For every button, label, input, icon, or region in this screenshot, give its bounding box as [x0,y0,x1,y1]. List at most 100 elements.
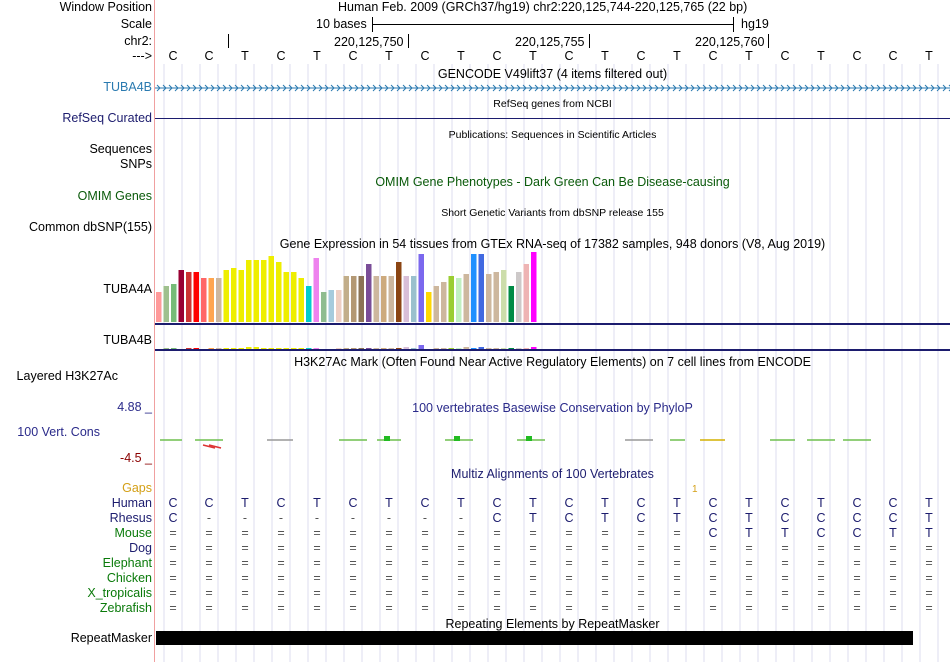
gtex-tissue-bar [253,260,259,322]
publications-label-sequences[interactable]: Sequences [89,142,152,156]
strand-chevron [624,84,629,92]
aligned-base: = [349,571,357,585]
gtex-tissue-bar [298,348,304,349]
strand-chevron [912,84,917,92]
cons-wiggle[interactable] [155,428,950,452]
gencode-track-title[interactable]: GENCODE V49lift37 (4 items filtered out) [437,67,668,81]
strand-chevron [450,84,455,92]
aligned-base: = [277,556,285,570]
aligned-base: = [601,526,609,540]
gtex-tuba4b-chart[interactable] [155,326,950,349]
aligned-base: T [925,511,933,525]
gtex-tissue-bar [261,348,267,349]
omim-track-title[interactable]: OMIM Gene Phenotypes - Dark Green Can Be… [375,175,730,189]
species-label[interactable]: X_tropicalis [87,586,152,600]
aligned-base: = [853,571,861,585]
aligned-base: = [457,586,465,600]
refseq-track-label[interactable]: RefSeq Curated [62,111,152,125]
aligned-base: C [852,526,862,540]
gtex-tissue-bar [441,348,447,349]
omim-track-label[interactable]: OMIM Genes [77,189,152,203]
strand-chevron [444,84,449,92]
aligned-base: T [925,496,933,510]
species-label[interactable]: Zebrafish [99,601,152,615]
strand-chevron [720,84,725,92]
species-label[interactable]: Dog [129,541,152,555]
refseq-gene-feature[interactable] [155,118,950,119]
h3k27ac-track-title[interactable]: H3K27Ac Mark (Often Found Near Active Re… [294,355,811,369]
aligned-base: = [673,571,681,585]
dbsnp-track-label[interactable]: Common dbSNP(155) [29,220,152,234]
reference-base: T [601,49,609,63]
coord-tick [589,34,590,48]
strand-chevron [240,84,245,92]
repeatmasker-element[interactable] [156,631,913,645]
aligned-base: = [709,571,717,585]
gtex-label-tuba4b[interactable]: TUBA4B [103,333,152,347]
gtex-tissue-bar [238,270,244,322]
species-label[interactable]: Chicken [106,571,152,585]
publications-track-title[interactable]: Publications: Sequences in Scientific Ar… [448,129,657,141]
reference-base: C [420,49,430,63]
aligned-base: T [529,496,537,510]
aligned-base: C [888,511,898,525]
species-label[interactable]: Elephant [102,556,152,570]
gtex-tissue-bar [418,254,424,322]
aligned-base: = [565,526,573,540]
gtex-tissue-bar [328,290,334,322]
repeatmasker-track-title[interactable]: Repeating Elements by RepeatMasker [445,617,660,631]
reference-base: T [673,49,681,63]
gtex-tissue-bar [321,292,327,322]
multiz-track-title[interactable]: Multiz Alignments of 100 Vertebrates [451,467,654,481]
repeatmasker-track-label[interactable]: RepeatMasker [70,631,152,645]
aligned-base: = [529,556,537,570]
reference-base: T [241,49,249,63]
gtex-tissue-bar [276,348,282,349]
species-label[interactable]: Mouse [114,526,152,540]
strand-arrow-label: ---> [132,49,152,63]
strand-chevron [852,84,857,92]
coord-label-2: 220,125,755 [515,35,585,49]
strand-chevron [156,84,161,92]
dbsnp-track-title[interactable]: Short Genetic Variants from dbSNP releas… [441,207,664,219]
gtex-track-title[interactable]: Gene Expression in 54 tissues from GTEx … [279,237,826,251]
gtex-tissue-bar [426,292,432,322]
strand-chevron [756,84,761,92]
gtex-tuba4a-chart[interactable] [155,252,950,323]
reference-base: T [817,49,825,63]
strand-chevron [936,84,941,92]
gtex-tissue-bar [433,348,439,349]
gtex-tissue-bar [456,278,462,322]
strand-chevron [438,84,443,92]
gaps-label[interactable]: Gaps [122,481,152,495]
gencode-gene-label[interactable]: TUBA4B [103,80,152,94]
strand-chevron [456,84,461,92]
strand-chevron [282,84,287,92]
gencode-gene-feature[interactable] [155,82,950,94]
strand-chevron [510,84,515,92]
strand-chevron [810,84,815,92]
gtex-tissue-bar [403,276,409,322]
species-label[interactable]: Human [111,496,152,510]
aligned-base: = [385,556,393,570]
strand-chevron [504,84,509,92]
gtex-label-tuba4a[interactable]: TUBA4A [103,282,152,296]
cons-track-title[interactable]: 100 vertebrates Basewise Conservation by… [412,401,693,415]
strand-chevron [408,84,413,92]
aligned-base: T [529,511,537,525]
h3k27ac-track-label[interactable]: Layered H3K27Ac [16,369,118,383]
cons-track-label[interactable]: 100 Vert. Cons [17,425,100,439]
publications-label-snps[interactable]: SNPs [120,157,152,171]
scale-label: Scale [120,17,152,31]
refseq-track-title[interactable]: RefSeq genes from NCBI [493,98,612,110]
strand-chevron [468,84,473,92]
aligned-base: C [852,496,862,510]
strand-chevron [798,84,803,92]
strand-chevron [588,84,593,92]
aligned-base: - [206,511,212,525]
coord-label-1: 220,125,750 [334,35,404,49]
strand-chevron [246,84,251,92]
aligned-base: = [205,526,213,540]
species-label[interactable]: Rhesus [109,511,152,525]
strand-chevron [900,84,905,92]
